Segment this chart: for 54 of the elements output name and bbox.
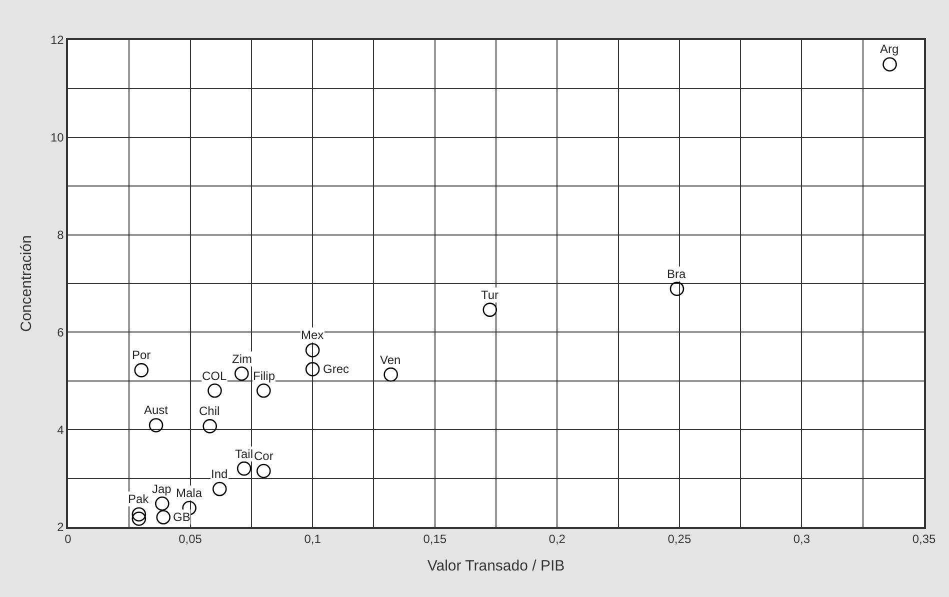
annotation: Tur xyxy=(481,288,499,302)
x-tick-label: 0,05 xyxy=(178,532,202,546)
point xyxy=(305,362,320,376)
point xyxy=(132,512,146,526)
point xyxy=(670,282,684,296)
point xyxy=(208,383,222,398)
annotation: Ven xyxy=(380,353,401,367)
x-tick-label: 0,35 xyxy=(912,532,936,546)
point xyxy=(148,418,164,432)
annotation: Tail xyxy=(235,447,254,461)
point xyxy=(155,496,170,511)
point xyxy=(482,302,498,317)
annotation: Mala xyxy=(176,486,202,500)
annotation: Pak xyxy=(128,492,150,506)
y-tick-label: 6 xyxy=(57,325,64,340)
x-axis-title: Valor Transado / PIB xyxy=(427,558,565,575)
annotation: Jap xyxy=(152,482,172,496)
annotation: Zim xyxy=(232,352,252,366)
point xyxy=(202,419,217,434)
x-tick-label: 0,15 xyxy=(423,532,447,546)
point xyxy=(234,366,249,381)
annotation: GB xyxy=(173,510,190,524)
annotation: COL xyxy=(202,369,227,383)
annotation: Chil xyxy=(199,404,220,418)
annotation: Cor xyxy=(254,449,274,463)
y-tick-label: 4 xyxy=(57,422,64,437)
x-tick-label: 0,25 xyxy=(668,532,692,546)
point xyxy=(305,343,320,358)
x-tick-label: 0 xyxy=(64,532,72,546)
annotation: Filip xyxy=(253,369,276,383)
annotation: Aust xyxy=(144,403,169,417)
point xyxy=(256,383,271,398)
x-tick-label: 0,3 xyxy=(793,532,810,546)
annotation: Ind xyxy=(211,467,228,481)
point xyxy=(212,482,227,496)
point xyxy=(156,510,171,524)
annotation: Mex xyxy=(301,328,324,342)
y-tick-label: 10 xyxy=(50,130,64,145)
point xyxy=(134,363,149,378)
point xyxy=(384,367,398,382)
x-tick-label: 0,1 xyxy=(304,532,322,546)
point xyxy=(236,461,252,476)
y-tick-label: 12 xyxy=(50,33,64,48)
x-tick-label: 0,2 xyxy=(548,532,566,546)
y-tick-label: 2 xyxy=(57,520,64,534)
point xyxy=(882,57,897,72)
annotation: Bra xyxy=(667,267,686,281)
point xyxy=(132,507,146,522)
y-axis-title: Concentración xyxy=(18,235,36,332)
y-tick-label: 8 xyxy=(57,228,64,242)
point xyxy=(256,464,271,478)
annotation: Grec xyxy=(323,362,350,376)
annotation: Arg xyxy=(880,42,899,56)
annotation: Por xyxy=(132,348,151,362)
